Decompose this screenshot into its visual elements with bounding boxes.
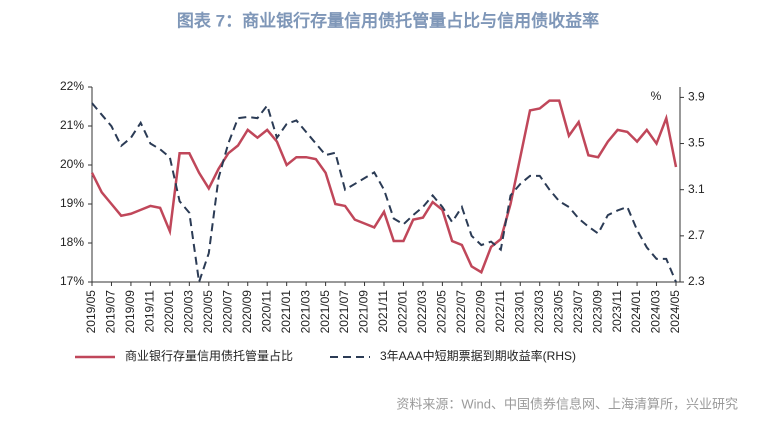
x-tick-label: 2024/01 [629, 290, 643, 334]
y-tick-label: 17% [60, 274, 84, 288]
x-tick-label: 2021/09 [357, 290, 371, 334]
x-tick-label: 2022/11 [493, 290, 507, 333]
x-tick-label: 2020/09 [240, 290, 254, 334]
y-tick-label: 20% [60, 157, 84, 171]
x-tick-label: 2020/07 [220, 290, 234, 334]
source: 资料来源：Wind、中国债券信息网、上海清算所，兴业研究 [396, 396, 738, 411]
x-tick-label: 2021/07 [337, 290, 351, 334]
y-tick-label: 22% [60, 79, 84, 93]
y2-tick-label: 2.7 [688, 228, 705, 242]
x-tick-label: 2020/05 [201, 290, 215, 334]
chart-title: 图表 7：商业银行存量信用债托管量占比与信用债收益率 [177, 10, 599, 30]
x-tick-label: 2020/03 [182, 290, 196, 334]
x-tick-label: 2022/01 [396, 290, 410, 334]
y-tick-label: 18% [60, 235, 84, 249]
x-tick-label: 2023/11 [610, 290, 624, 333]
x-tick-label: 2019/11 [143, 290, 157, 333]
x-tick-label: 2023/01 [512, 290, 526, 334]
x-tick-label: 2019/09 [123, 290, 137, 334]
x-tick-label: 2021/05 [318, 290, 332, 334]
x-tick-label: 2023/03 [532, 290, 546, 334]
y2-tick-label: 3.9 [688, 90, 705, 104]
series-line [90, 99, 678, 275]
x-tick-label: 2021/01 [279, 290, 293, 334]
series-line [91, 102, 677, 283]
x-tick-label: 2024/05 [668, 290, 682, 334]
x-tick-label: 2019/07 [104, 290, 118, 334]
x-tick-label: 2024/03 [649, 290, 663, 334]
x-tick-label: 2020/11 [259, 290, 273, 333]
y-tick-label: 19% [60, 196, 84, 210]
y2-tick-label: 3.1 [688, 182, 705, 196]
y2-tick-label: 2.3 [688, 274, 705, 288]
y2-tick-label: 3.5 [688, 136, 705, 150]
x-tick-label: 2021/03 [298, 290, 312, 334]
x-tick-label: 2022/03 [415, 290, 429, 334]
x-tick-label: 2023/07 [571, 290, 585, 334]
x-tick-label: 2023/09 [590, 290, 604, 334]
x-tick-label: 2020/01 [162, 290, 176, 334]
y-tick-label: 21% [60, 118, 84, 132]
legend-label: 3年AAA中短期票据到期收益率(RHS) [380, 348, 576, 363]
x-tick-label: 2022/07 [454, 290, 468, 334]
x-tick-label: 2021/11 [376, 290, 390, 333]
x-tick-label: 2022/09 [474, 290, 488, 334]
x-tick-label: 2019/05 [84, 290, 98, 334]
x-tick-label: 2023/05 [551, 290, 565, 334]
legend-label: 商业银行存量信用债托管量占比 [125, 348, 293, 363]
y2-unit: % [651, 89, 662, 103]
x-tick-label: 2022/05 [435, 290, 449, 334]
